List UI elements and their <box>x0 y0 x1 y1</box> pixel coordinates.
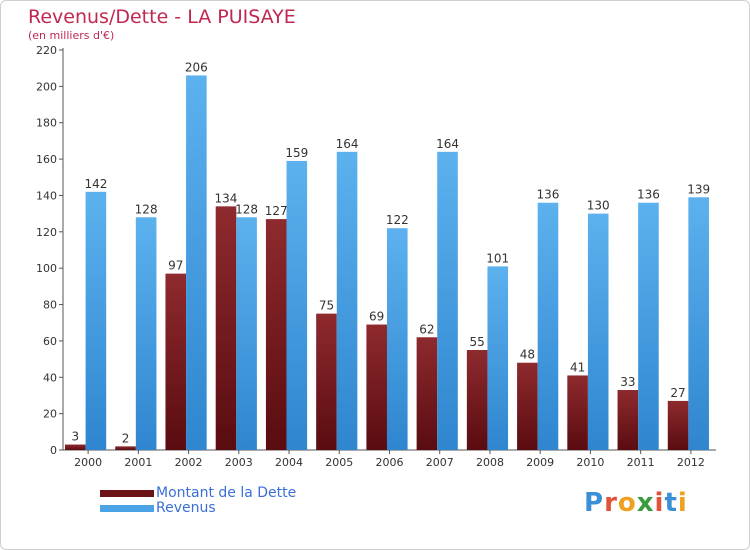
bar-revenue <box>286 160 308 450</box>
x-tick-label: 2005 <box>325 456 353 469</box>
bar-revenue <box>437 151 458 450</box>
bar-debt <box>567 375 588 450</box>
logo-letter: i <box>677 488 688 518</box>
x-tick-label: 2004 <box>275 456 303 469</box>
bar-debt <box>617 390 639 450</box>
logo-letter: r <box>604 488 618 518</box>
x-tick-label: 2003 <box>225 456 253 469</box>
bar-debt <box>667 400 689 450</box>
legend: Montant de la Dette Revenus <box>100 486 296 516</box>
bar-debt <box>517 362 538 450</box>
y-tick-label: 120 <box>36 226 57 239</box>
x-tick-label: 2000 <box>74 456 102 469</box>
y-tick-label: 160 <box>36 153 57 166</box>
bar-debt <box>316 313 337 450</box>
data-label-debt: 27 <box>670 386 685 400</box>
bar-revenue <box>688 197 709 450</box>
data-label-revenue: 136 <box>637 188 660 202</box>
x-tick-label: 2008 <box>476 456 504 469</box>
axes: 0 20 40 60 80 100 120 140 160 180 200 220 2000 2001 20… <box>36 44 716 469</box>
logo-letter: t <box>664 488 678 518</box>
x-tick-label: 2009 <box>526 456 554 469</box>
x-tick-label: 2012 <box>677 456 705 469</box>
data-label-revenue: 206 <box>185 60 208 74</box>
bar-revenue <box>186 75 207 451</box>
data-label-debt: 48 <box>520 348 535 362</box>
legend-swatch-debt <box>100 490 154 497</box>
x-tick-label: 2010 <box>576 456 604 469</box>
data-label-debt: 3 <box>71 430 79 444</box>
data-label-revenue: 128 <box>135 202 158 216</box>
bar-revenue <box>537 202 559 450</box>
bar-debt <box>416 337 438 450</box>
y-tick-label: 0 <box>50 444 57 457</box>
legend-label-revenue: Revenus <box>156 500 216 516</box>
data-label-debt: 55 <box>470 335 485 349</box>
bar-revenue <box>487 266 509 450</box>
bar-debt <box>265 219 287 450</box>
data-label-revenue: 164 <box>336 137 359 151</box>
x-tick-label: 2006 <box>376 456 404 469</box>
legend-item-debt: Montant de la Dette <box>100 486 296 501</box>
data-label-debt: 75 <box>319 299 334 313</box>
data-label-revenue: 139 <box>687 182 710 196</box>
data-label-debt: 134 <box>215 191 238 205</box>
y-tick-label: 140 <box>36 189 57 202</box>
data-label-debt: 41 <box>570 360 585 374</box>
y-tick-label: 220 <box>36 44 57 57</box>
bar-debt <box>466 350 488 450</box>
bar-revenue <box>135 217 157 450</box>
data-label-revenue: 130 <box>587 199 610 213</box>
bar-debt <box>215 206 237 450</box>
x-tick-label: 2002 <box>175 456 203 469</box>
data-label-revenue: 142 <box>84 177 107 191</box>
chart-subtitle: (en milliers d'€) <box>28 29 115 42</box>
data-label-revenue: 101 <box>486 251 509 265</box>
y-tick-label: 40 <box>43 371 57 384</box>
legend-item-revenue: Revenus <box>100 501 296 516</box>
x-tick-label: 2007 <box>426 456 454 469</box>
bar-debt <box>366 324 387 450</box>
y-tick-label: 60 <box>43 335 57 348</box>
data-label-revenue: 128 <box>235 202 258 216</box>
data-label-revenue: 159 <box>285 146 308 160</box>
logo-letter: P <box>584 488 605 518</box>
data-label-debt: 2 <box>122 431 130 445</box>
bar-debt <box>65 444 86 450</box>
data-label-revenue: 164 <box>436 137 459 151</box>
y-tick-label: 80 <box>43 299 57 312</box>
bar-revenue <box>638 202 659 450</box>
x-tick-label: 2001 <box>124 456 152 469</box>
logo-letter: i <box>654 488 665 518</box>
proxiti-logo: Proxiti <box>584 488 688 518</box>
bar-revenue <box>85 191 107 450</box>
y-tick-label: 200 <box>36 80 57 93</box>
data-label-debt: 127 <box>265 204 288 218</box>
bar-revenue <box>587 213 609 450</box>
x-tick-label: 2011 <box>627 456 655 469</box>
bar-debt <box>165 273 187 450</box>
bars <box>65 75 709 451</box>
y-tick-label: 100 <box>36 262 57 275</box>
y-tick-label: 20 <box>43 408 57 421</box>
bar-revenue <box>336 151 358 450</box>
chart-title: Revenus/Dette - LA PUISAYE <box>28 6 296 28</box>
bar-revenue <box>236 217 257 450</box>
y-tick-label: 180 <box>36 117 57 130</box>
data-label-revenue: 136 <box>537 188 560 202</box>
bar-debt <box>115 446 136 450</box>
bar-revenue <box>386 228 408 450</box>
data-label-debt: 33 <box>620 375 635 389</box>
data-label-debt: 62 <box>419 322 434 336</box>
data-label-debt: 69 <box>369 310 384 324</box>
data-label-revenue: 122 <box>386 213 409 227</box>
logo-letter: x <box>636 488 655 518</box>
logo-letter: o <box>617 488 637 518</box>
data-label-debt: 97 <box>168 259 183 273</box>
legend-label-debt: Montant de la Dette <box>156 485 297 501</box>
legend-swatch-revenue <box>100 505 154 512</box>
